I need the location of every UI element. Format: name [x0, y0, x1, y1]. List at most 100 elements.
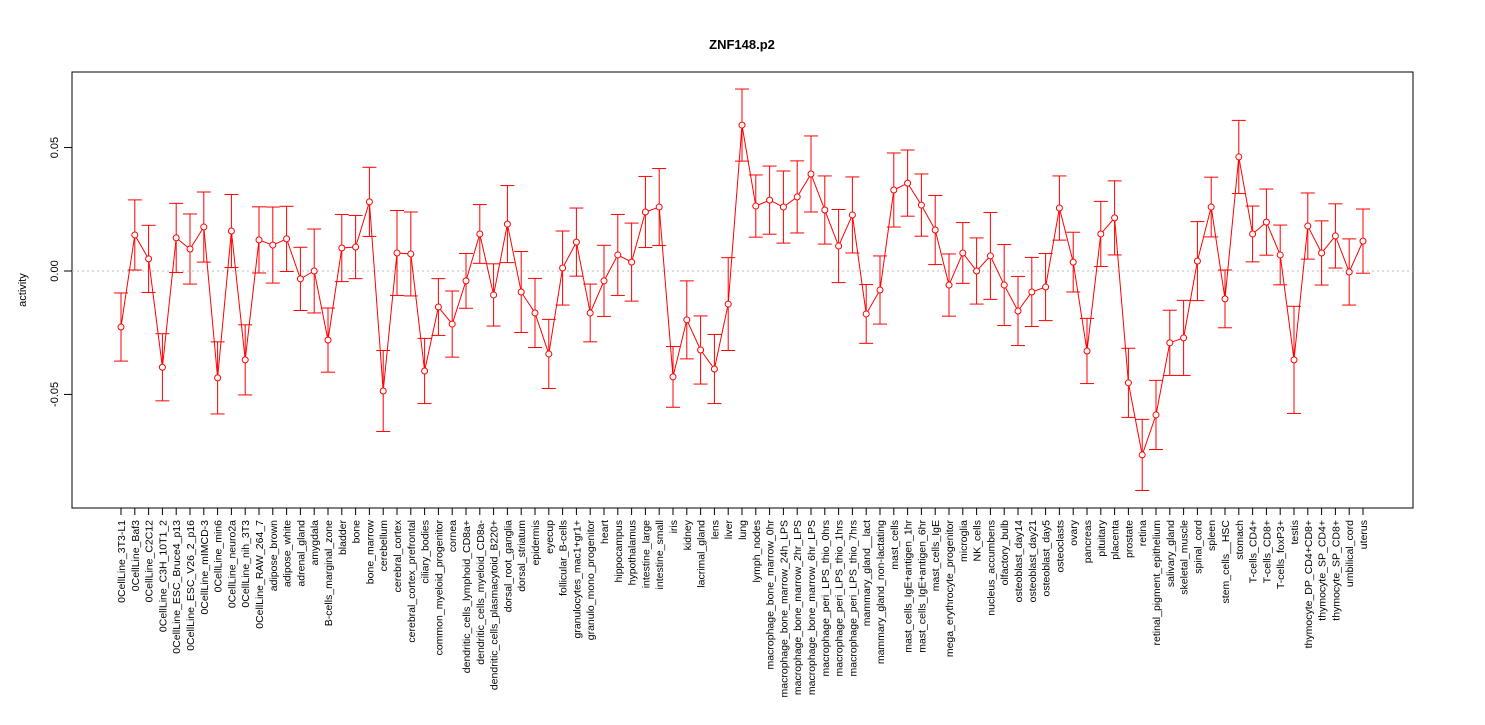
x-tick-label: lacrimal_gland [696, 520, 708, 588]
x-tick-label: macrophage_bone_marrow_24h_LPS [778, 520, 790, 697]
x-tick-label: T-cells_CD8+ [1261, 520, 1273, 583]
y-axis: -0.05 0.00 0.05 [49, 137, 73, 407]
data-point [1345, 268, 1353, 276]
x-tick-label: adrenal_gland [295, 520, 307, 587]
data-point [476, 230, 484, 238]
data-point [683, 316, 691, 324]
x-tick-label: epidermis [530, 520, 542, 566]
data-point [779, 203, 787, 211]
data-point [186, 245, 194, 253]
x-tick-label: 0CellLine_ESC_Bruce4_p13 [171, 520, 183, 654]
data-point [338, 244, 346, 252]
x-tick-label: bone [351, 520, 363, 544]
data-point [214, 374, 222, 382]
data-point [904, 179, 912, 187]
x-tick-label: nucleus_accumbens [985, 520, 997, 616]
data-point [421, 367, 429, 375]
x-tick-label: granulocytes_mac1+gr1+ [571, 520, 583, 639]
data-point [172, 234, 180, 242]
x-tick-label: osteoblast_day5 [1041, 520, 1053, 597]
x-tick-label: spinal_cord [1192, 520, 1204, 574]
x-tick-label: kidney [682, 519, 694, 550]
x-tick-label: cerebral_cortex_prefrontal [406, 520, 418, 643]
data-point [448, 320, 456, 328]
data-point [766, 196, 774, 204]
data-point [1290, 356, 1298, 364]
data-point [324, 336, 332, 344]
x-tick-label: mast_cells_IgE [930, 520, 942, 591]
data-point [1331, 232, 1339, 240]
data-point [641, 208, 649, 216]
x-tick-label: retina [1137, 520, 1149, 546]
x-tick-label: thymocyte_SP_CD4+ [1317, 520, 1329, 621]
data-point [1221, 295, 1229, 303]
x-tick-label: bone_marrow [364, 520, 376, 585]
x-tick-label: cerebellum [378, 520, 390, 572]
data-point [1097, 230, 1105, 238]
x-tick-label: pituitary [1096, 519, 1108, 557]
x-tick-label: dendritic_cells_plasmacytoid_B220+ [489, 520, 501, 690]
data-point [669, 373, 677, 381]
data-point [931, 226, 939, 234]
x-tick-label: dendritic_cells_lymphoid_CD8a+ [461, 520, 473, 673]
x-tick-label: B-cells_marginal_zone [323, 520, 335, 626]
x-axis: 0CellLine_3T3-L1 0CellLine_Baf3 0CellLine_… [116, 507, 1370, 697]
data-point [835, 242, 843, 250]
x-tick-label: ovary [1068, 519, 1080, 545]
data-point [1166, 339, 1174, 347]
x-tick-label: liver [723, 520, 735, 540]
x-tick-label: stomach [1234, 520, 1246, 560]
x-tick-label: 0CellLine_nih_3T3 [240, 520, 252, 608]
x-tick-label: heart [599, 520, 611, 544]
series-line [120, 124, 1364, 457]
data-point [848, 211, 856, 219]
data-point [158, 363, 166, 371]
x-tick-label: mammary_gland_non-lactating [875, 520, 887, 664]
data-point [434, 303, 442, 311]
x-tick-label: testis [1289, 520, 1301, 545]
chart-title: ZNF148.p2 [709, 37, 775, 52]
x-tick-label: uterus [1358, 520, 1370, 549]
data-point [462, 277, 470, 285]
x-tick-label: macrophage_peri_LPS_thio_7hrs [847, 520, 859, 676]
data-point [145, 255, 153, 263]
x-tick-label: iris [668, 520, 680, 533]
data-point [821, 206, 829, 214]
x-tick-label: spleen [1206, 520, 1218, 551]
x-tick-label: retinal_pigment_epithelium [1151, 520, 1163, 646]
data-point [1193, 257, 1201, 265]
data-point [255, 236, 263, 244]
data-point [1014, 307, 1022, 315]
y-axis-label: activity [17, 273, 29, 307]
x-tick-label: lens [709, 520, 721, 539]
x-tick-label: mast_cells [889, 520, 901, 570]
data-point [1304, 222, 1312, 230]
data-point [1249, 230, 1257, 238]
data-point [241, 356, 249, 364]
y-tick-label: 0.05 [49, 137, 61, 158]
data-point [545, 350, 553, 358]
x-tick-label: osteoblast_day14 [1013, 520, 1025, 602]
data-point [614, 251, 622, 259]
x-tick-label: 0CellLine_C3H_10T1_2 [157, 520, 169, 632]
data-point [572, 238, 580, 246]
x-tick-label: microglia [958, 520, 970, 562]
data-point [973, 267, 981, 275]
data-point [600, 277, 608, 285]
x-tick-label: 0CellLine_Baf3 [130, 520, 142, 591]
data-point [200, 223, 208, 231]
data-point [628, 258, 636, 266]
data-point [1276, 251, 1284, 259]
x-tick-label: mast_cells_IgE+antigen_6hr [916, 520, 928, 653]
x-tick-label: thymocyte_SP_CD8+ [1330, 520, 1342, 621]
y-tick-label: -0.05 [49, 382, 61, 407]
x-tick-label: cerebral_cortex [392, 519, 404, 592]
data-point [352, 243, 360, 251]
x-tick-label: cornea [447, 520, 459, 552]
data-point [1152, 411, 1160, 419]
x-tick-label: mast_cells_IgE+antigen_1hr [903, 520, 915, 653]
x-tick-label: thymocyte_DP_CD4+CD8+ [1303, 520, 1315, 648]
x-tick-label: intestine_large [640, 520, 652, 588]
x-tick-label: common_myeloid_progenitor [433, 520, 445, 656]
